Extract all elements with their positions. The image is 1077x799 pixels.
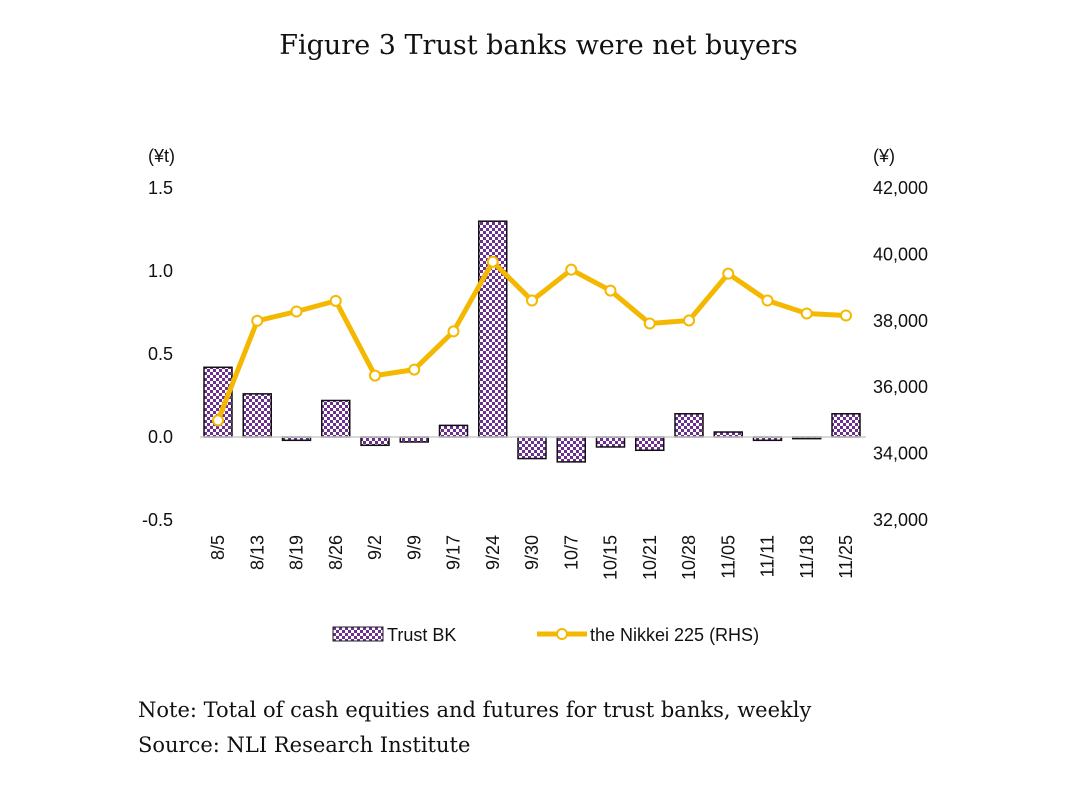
line-nikkei (215, 259, 847, 422)
x-tick-label: 11/18 (797, 535, 817, 579)
legend-swatch-trust-bk (332, 626, 384, 642)
x-tick-label: 8/26 (326, 535, 346, 570)
bar-trust-bk (674, 413, 704, 438)
chart-title: Figure 3 Trust banks were net buyers (279, 30, 798, 61)
x-tick-label: 11/11 (758, 535, 778, 577)
point-nikkei (447, 325, 460, 338)
point-nikkei (722, 267, 735, 280)
point-nikkei (290, 305, 303, 318)
right-tick-label: 42,000 (873, 178, 928, 198)
source-text: Source: NLI Research Institute (138, 733, 471, 757)
bar-trust-bk (556, 436, 586, 463)
right-tick-label: 32,000 (873, 510, 928, 530)
right-axis-unit: (¥) (873, 146, 895, 166)
left-tick-label: 1.5 (148, 178, 173, 198)
legend-label-nikkei: the Nikkei 225 (RHS) (590, 625, 759, 645)
x-tick-label: 10/28 (679, 535, 699, 580)
x-tick-label: 9/2 (365, 535, 385, 560)
legend-marker-nikkei (556, 628, 568, 640)
right-tick-label: 40,000 (873, 244, 928, 264)
point-nikkei (800, 307, 813, 320)
point-nikkei (683, 314, 695, 327)
point-nikkei (369, 369, 381, 382)
point-nikkei (251, 314, 264, 327)
x-tick-label: 9/9 (404, 535, 424, 560)
point-nikkei (329, 294, 342, 307)
bar-trust-bk (360, 436, 390, 447)
right-tick-label: 38,000 (873, 311, 928, 331)
left-tick-label: 0.5 (148, 344, 173, 364)
point-nikkei (604, 284, 617, 297)
bar-trust-bk (242, 393, 272, 438)
point-nikkei (408, 363, 421, 376)
right-tick-label: 36,000 (873, 377, 928, 397)
x-tick-label: 9/30 (522, 535, 542, 570)
point-nikkei (565, 263, 578, 276)
x-tick-label: 11/05 (718, 535, 738, 579)
bar-trust-bk (478, 220, 508, 438)
x-tick-label: 8/13 (247, 535, 267, 570)
x-tick-label: 10/21 (640, 535, 660, 580)
x-tick-label: 8/5 (208, 535, 228, 560)
left-tick-label: 0.0 (148, 427, 173, 447)
left-tick-label: 1.0 (148, 261, 173, 281)
left-axis-unit: (¥t) (148, 146, 175, 166)
point-nikkei (486, 255, 499, 268)
x-tick-label: 9/24 (483, 535, 503, 570)
note-text: Note: Total of cash equities and futures… (138, 698, 812, 722)
bar-trust-bk (831, 413, 861, 438)
legend-label-trust-bk: Trust BK (387, 625, 456, 645)
x-tick-label: 9/17 (444, 535, 464, 570)
right-tick-label: 34,000 (873, 444, 928, 464)
left-tick-label: -0.5 (142, 510, 173, 530)
x-tick-label: 11/25 (836, 535, 856, 579)
point-nikkei (840, 309, 852, 322)
bar-trust-bk (595, 436, 626, 448)
x-tick-label: 10/15 (601, 535, 621, 580)
point-nikkei (761, 294, 774, 307)
bar-trust-bk (438, 424, 469, 438)
point-nikkei (212, 414, 224, 427)
x-tick-label: 10/7 (561, 535, 581, 570)
bar-trust-bk (517, 436, 547, 460)
point-nikkei (526, 294, 538, 307)
point-nikkei (643, 317, 656, 330)
x-tick-label: 8/19 (287, 535, 307, 570)
bar-trust-bk (321, 399, 351, 438)
bar-trust-bk (635, 436, 665, 452)
